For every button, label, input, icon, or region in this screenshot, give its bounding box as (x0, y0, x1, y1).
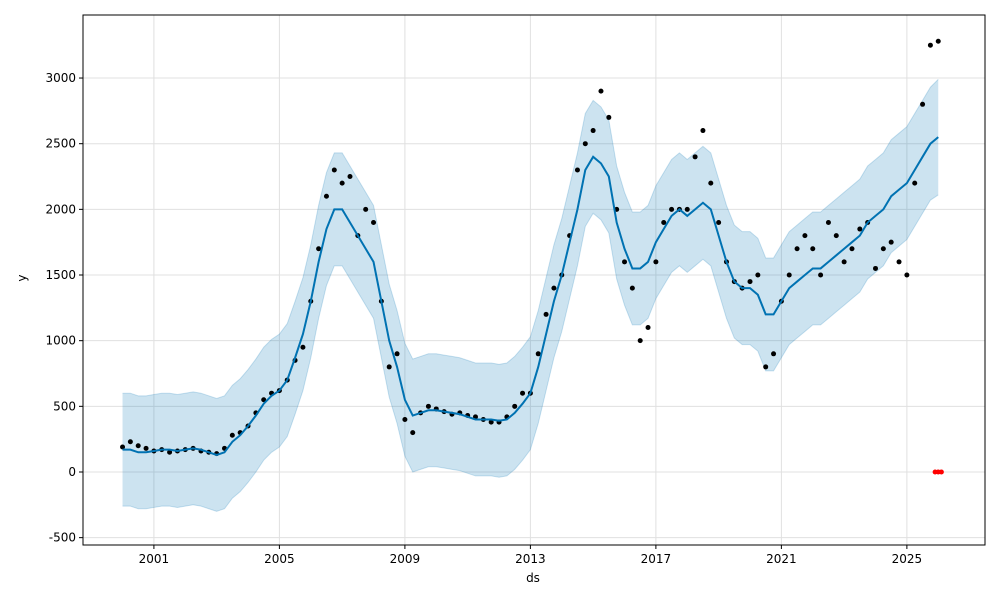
y-tick-label: 3000 (45, 71, 76, 85)
data-point (888, 239, 894, 245)
data-point (794, 246, 800, 252)
x-tick-label: 2009 (390, 552, 421, 566)
data-point (708, 180, 714, 186)
data-point (127, 439, 133, 445)
data-point (810, 246, 816, 252)
data-point (904, 272, 910, 278)
data-point (574, 167, 580, 173)
data-point (786, 272, 792, 278)
y-axis-label: y (15, 274, 29, 281)
y-tick-label: 0 (68, 465, 76, 479)
y-tick-label: 1000 (45, 334, 76, 348)
x-tick-label: 2021 (766, 552, 797, 566)
data-point (386, 364, 392, 370)
data-point (535, 351, 541, 357)
data-point (920, 101, 926, 107)
data-point (833, 233, 839, 239)
y-tick-label: 2000 (45, 202, 76, 216)
data-point (363, 206, 369, 212)
data-point (802, 233, 808, 239)
data-point (841, 259, 847, 265)
data-point (935, 38, 941, 44)
data-point (598, 88, 604, 94)
data-point (755, 272, 761, 278)
data-point (873, 265, 879, 271)
data-point (637, 338, 643, 344)
forecast-line (122, 136, 939, 456)
data-point (590, 128, 596, 134)
data-point (582, 141, 588, 147)
y-tick-label: -500 (49, 531, 76, 545)
data-point (669, 206, 675, 212)
data-point (622, 259, 628, 265)
data-point (410, 430, 416, 436)
data-point (763, 364, 769, 370)
data-point (143, 445, 149, 451)
data-point (818, 272, 824, 278)
data-point (300, 344, 306, 350)
data-point (512, 403, 518, 409)
uncertainty-band (122, 79, 939, 512)
data-point (339, 180, 345, 186)
data-point (857, 226, 863, 232)
data-point (606, 114, 612, 120)
data-point (425, 403, 431, 409)
y-tick-label: 1500 (45, 268, 76, 282)
data-point (849, 246, 855, 252)
data-point (488, 419, 494, 425)
y-tick-label: 2500 (45, 137, 76, 151)
data-point (543, 311, 549, 317)
band-edge (122, 78, 939, 399)
data-point (938, 469, 944, 475)
x-tick-label: 2001 (139, 552, 170, 566)
data-point (825, 219, 831, 225)
data-point (520, 390, 526, 396)
data-point (880, 246, 886, 252)
data-point (716, 219, 722, 225)
x-tick-label: 2013 (515, 552, 546, 566)
data-point (692, 154, 698, 160)
data-point (402, 416, 408, 422)
data-point (912, 180, 918, 186)
data-point (747, 279, 753, 285)
data-point (331, 167, 337, 173)
x-axis-label: ds (526, 571, 540, 585)
data-point (261, 397, 267, 403)
data-point (661, 219, 667, 225)
data-point (653, 259, 659, 265)
data-point (551, 285, 557, 291)
plot-frame (82, 14, 986, 546)
data-point (645, 325, 651, 331)
x-tick-label: 2025 (892, 552, 923, 566)
data-point (700, 128, 706, 134)
data-point (167, 449, 173, 455)
data-point (120, 444, 126, 450)
data-point (629, 285, 635, 291)
x-tick-label: 2005 (264, 552, 295, 566)
data-point (684, 206, 690, 212)
data-point (135, 443, 141, 449)
data-point (394, 351, 400, 357)
data-point (323, 193, 329, 199)
data-point (896, 259, 902, 265)
data-point (347, 174, 353, 180)
data-point (316, 246, 322, 252)
data-point (771, 351, 777, 357)
data-point (229, 432, 235, 438)
band-edge (122, 194, 939, 512)
x-tick-label: 2017 (641, 552, 672, 566)
data-point (371, 219, 377, 225)
data-point (927, 42, 933, 48)
y-tick-label: 500 (53, 399, 76, 413)
